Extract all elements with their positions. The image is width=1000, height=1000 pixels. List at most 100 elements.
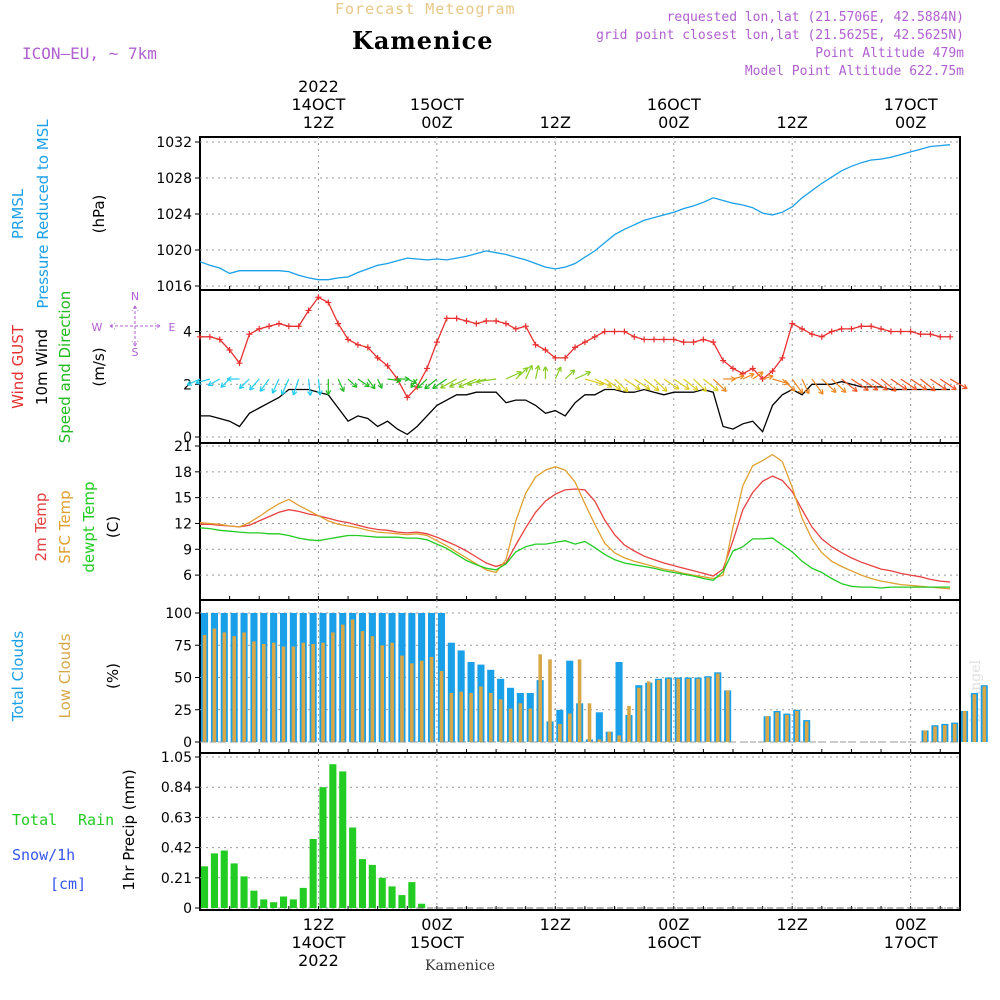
wind-arrow-head (316, 390, 323, 396)
bottom-time-date: 14OCT (291, 933, 345, 952)
gust-marker (552, 354, 559, 361)
gust-marker (354, 341, 361, 348)
top-time-hour: 12Z (540, 113, 571, 132)
bottom-time-date: 16OCT (647, 933, 701, 952)
top-time-date: 15OCT (410, 95, 464, 114)
gust-marker (463, 318, 470, 324)
bar-rain (378, 877, 386, 908)
wind-arrow (410, 378, 418, 388)
wind-arrow-head (556, 366, 562, 373)
wind-arrow-head (522, 367, 529, 373)
panel-frame-precip (199, 752, 961, 911)
bar-low (459, 691, 463, 742)
gust-marker (611, 328, 618, 335)
wind-arrow (673, 378, 690, 390)
bar-low (538, 654, 542, 742)
bar-total (595, 712, 603, 742)
gust-marker (631, 333, 638, 340)
wind-arrow-head (325, 390, 332, 395)
ytick-label-precip: 0 (183, 901, 192, 917)
gust-marker (710, 339, 717, 346)
bar-low (577, 659, 582, 742)
bar-low (419, 660, 424, 742)
wind-arrow (683, 378, 699, 391)
top-time-hour: 00Z (421, 113, 452, 132)
bottom-time-year: 2022 (298, 951, 339, 970)
gust-marker (295, 323, 302, 330)
gust-marker (808, 331, 815, 338)
gust-marker (641, 336, 648, 343)
wind-arrow-head (226, 376, 232, 382)
wind-arrow (841, 378, 858, 392)
bar-low (696, 678, 700, 742)
ytick-label-pressure: 1020 (156, 243, 192, 259)
wind-arrow-head (701, 386, 708, 392)
wind-arrow-head (911, 384, 918, 391)
bar-rain (220, 850, 228, 908)
ytick-label-pressure: 1028 (156, 171, 192, 187)
bar-low (597, 739, 602, 742)
bar-rain (388, 886, 396, 908)
bar-low (637, 687, 641, 742)
wind-arrow-head (872, 385, 879, 391)
wind-arrow (417, 378, 428, 389)
bar-rain (289, 899, 297, 908)
compass-west: W (92, 321, 103, 334)
wind-arrow (440, 378, 457, 389)
wind-arrow (801, 378, 810, 394)
ytick-label-temp: 12 (174, 516, 192, 532)
wind-arrow-head (364, 381, 370, 388)
wind-arrow-head (280, 389, 287, 396)
ytick-label-clouds: 75 (174, 638, 192, 654)
bar-low (400, 655, 404, 742)
wind-arrow (249, 378, 260, 391)
gust-marker (522, 323, 529, 330)
wind-arrow (742, 373, 755, 380)
gust-marker (848, 325, 855, 332)
wind-arrow-head (475, 378, 482, 385)
top-time-hour: 12Z (303, 113, 334, 132)
gust-marker (907, 328, 914, 335)
bar-rain (240, 876, 248, 908)
wind-arrow (712, 378, 727, 392)
wind-arrow-head (749, 372, 755, 379)
wind-arrow (554, 366, 562, 380)
gust-marker (868, 323, 875, 330)
gust-marker (493, 318, 500, 324)
bar-total (566, 660, 574, 742)
wind-arrow (910, 378, 927, 391)
gust-marker (502, 320, 509, 327)
gust-marker (226, 347, 233, 353)
gust-marker (789, 320, 796, 327)
gust-marker (374, 354, 381, 361)
gust-marker (927, 331, 934, 338)
wind-arrow (367, 378, 376, 390)
gust-marker (473, 320, 480, 327)
wind-arrow (791, 378, 804, 394)
ylabel-celsius: (C) (104, 516, 122, 538)
gust-marker (532, 341, 539, 348)
gust-marker (838, 325, 845, 332)
bar-low (498, 699, 503, 742)
wind-arrow-head (789, 386, 796, 392)
wind-arrow (525, 364, 533, 380)
bar-rain (368, 864, 376, 908)
wind-arrow (939, 378, 957, 391)
wind-arrow-head (466, 380, 473, 387)
point-altitude: Point Altitude 479m (815, 46, 964, 61)
grid-point-coords: grid point closest lon,lat (21.5625E, 42… (596, 28, 964, 43)
bar-low (785, 714, 789, 742)
gust-marker (660, 336, 667, 343)
ylabel-precip: 1hr Precip (mm) (120, 769, 138, 890)
bar-low (390, 642, 394, 742)
gust-marker (720, 357, 727, 364)
wind-arrow (432, 378, 448, 389)
gust-marker (404, 394, 411, 401)
gust-marker (256, 325, 263, 332)
wind-arrow-head (542, 366, 549, 372)
wind-arrow-head (238, 383, 245, 390)
wind-arrow-head (818, 389, 824, 395)
gust-marker (828, 328, 835, 335)
ytick-label-precip: 0.21 (161, 871, 192, 887)
ylabel-ms: (m/s) (90, 347, 108, 386)
